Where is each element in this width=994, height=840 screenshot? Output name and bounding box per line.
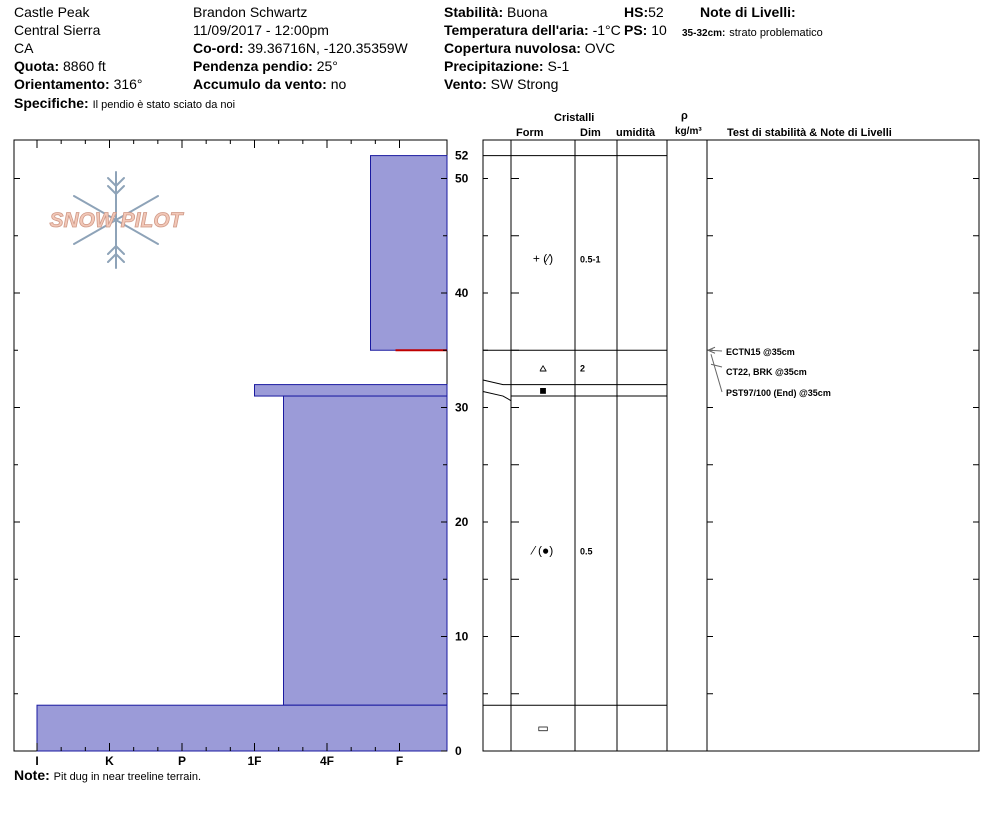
range: Central Sierra <box>14 22 101 38</box>
observer: Brandon Schwartz <box>193 4 308 20</box>
stability-label: Stabilità: <box>444 4 504 20</box>
stability-arrow <box>708 349 723 352</box>
grain-form: ⩟ <box>539 360 547 374</box>
hardness-tick-label: P <box>178 754 186 768</box>
wind-loading-value: no <box>330 76 347 92</box>
header-rho: ρ <box>681 110 688 122</box>
datetime: 11/09/2017 - 12:00pm <box>193 22 329 38</box>
hs-label: HS: <box>624 4 649 20</box>
grain-form: ■ <box>539 383 546 397</box>
grain-form: ⁄ (●) <box>530 544 554 558</box>
wind-loading-label: Accumulo da vento: <box>193 76 327 92</box>
wind-value: SW Strong <box>490 76 559 92</box>
header-cristalli: Cristalli <box>554 112 595 124</box>
grain-size: 0.5 <box>580 547 593 557</box>
height-tick-label: 50 <box>455 172 469 186</box>
header-density-unit: kg/m³ <box>675 126 702 137</box>
grain-table-frame <box>482 139 980 752</box>
ps-value: 10 <box>651 22 667 38</box>
hardness-tick-label: 4F <box>320 754 334 768</box>
hardness-tick-label: I <box>35 754 38 768</box>
state: CA <box>14 40 34 56</box>
stability-arrow <box>710 363 723 368</box>
elevation-label: Quota: <box>14 58 60 74</box>
header-form: Form <box>516 127 544 139</box>
wind-row: Vento: SW Strong <box>444 76 558 92</box>
note-row: Note: Pit dug in near treeline terrain. <box>14 767 201 785</box>
layer-note: 35-32cm: strato problematico <box>682 23 823 42</box>
grain-size: 0.5-1 <box>580 255 601 265</box>
cloud-value: OVC <box>584 40 616 56</box>
layer-note-range: 35-32cm: <box>682 28 726 39</box>
hardness-tick-label: F <box>396 754 403 768</box>
stability-row: Stabilità: Buona <box>444 4 548 20</box>
height-tick-label: 20 <box>455 515 469 529</box>
header-stability: Test di stabilità & Note di Livelli <box>727 127 892 139</box>
aspect-row: Orientamento: 316° <box>14 76 143 92</box>
precip-row: Precipitazione: S-1 <box>444 58 569 74</box>
hardness-tick-label: K <box>105 754 114 768</box>
slope-value: 25° <box>316 58 338 74</box>
stability-test-label: PST97/100 (End) @35cm <box>726 388 831 398</box>
precip-label: Precipitazione: <box>444 58 544 74</box>
stability-test-label: ECTN15 @35cm <box>726 347 795 357</box>
logo-text: SNOW PILOT <box>50 209 185 232</box>
stability-value: Buona <box>507 4 548 20</box>
note-text: Pit dug in near treeline terrain. <box>53 771 202 783</box>
coord-label: Co-ord: <box>193 40 244 56</box>
ps-row: PS: 10 <box>624 22 669 38</box>
aspect-value: 316° <box>113 76 143 92</box>
cloud-label: Copertura nuvolosa: <box>444 40 581 56</box>
hardness-layer <box>370 155 448 351</box>
slope-row: Pendenza pendio: 25° <box>193 58 338 74</box>
layer-notes-title: Note di Livelli: <box>700 4 796 20</box>
ps-label: PS: <box>624 22 648 38</box>
height-tick-label: 52 <box>455 149 469 163</box>
elevation-row: Quota: 8860 ft <box>14 58 106 74</box>
elevation-value: 8860 ft <box>63 58 106 74</box>
air-temp-label: Temperatura dell'aria: <box>444 22 589 38</box>
location: Castle Peak <box>14 4 90 20</box>
specifics-value: Il pendio è stato sciato da noi <box>92 99 236 111</box>
cloud-row: Copertura nuvolosa: OVC <box>444 40 615 56</box>
grain-form: + (⁄) <box>533 252 553 266</box>
height-tick-label: 0 <box>455 744 462 758</box>
grain-form: ▭ <box>537 721 548 735</box>
wind-loading-row: Accumulo da vento: no <box>193 76 346 92</box>
height-tick-label: 10 <box>455 630 469 644</box>
hardness-layer <box>283 395 448 706</box>
stability-arrow <box>710 354 723 393</box>
snow-pilot-logo: SNOW PILOT <box>49 171 185 269</box>
header-umidita: umidità <box>616 127 656 139</box>
hardness-tick-label: 1F <box>247 754 261 768</box>
layer-note-text: strato problematico <box>729 27 823 39</box>
specifics-label: Specifiche: <box>14 95 89 111</box>
air-temp-value: -1°C <box>592 22 621 38</box>
layer-connector <box>482 379 511 386</box>
height-tick-label: 40 <box>455 286 469 300</box>
hs-row: HS:52 <box>624 4 664 20</box>
hardness-layer <box>36 704 448 752</box>
wind-label: Vento: <box>444 76 487 92</box>
specifics-row: Specifiche: Il pendio è stato sciato da … <box>14 95 235 113</box>
header-dim: Dim <box>580 127 601 139</box>
coord-value: 39.36716N, -120.35359W <box>247 40 408 56</box>
air-temp-row: Temperatura dell'aria: -1°C <box>444 22 621 38</box>
layer-connector <box>482 390 512 402</box>
coord-row: Co-ord: 39.36716N, -120.35359W <box>193 40 408 56</box>
grain-size: 2 <box>580 363 585 373</box>
note-label: Note: <box>14 767 50 783</box>
stability-arrowhead <box>706 346 716 354</box>
aspect-label: Orientamento: <box>14 76 110 92</box>
precip-value: S-1 <box>547 58 570 74</box>
snowflake-icon <box>73 171 159 269</box>
hardness-layer <box>254 384 448 397</box>
slope-label: Pendenza pendio: <box>193 58 313 74</box>
hs-value: 52 <box>648 4 664 20</box>
height-tick-label: 30 <box>455 401 469 415</box>
stability-test-label: CT22, BRK @35cm <box>726 367 807 377</box>
